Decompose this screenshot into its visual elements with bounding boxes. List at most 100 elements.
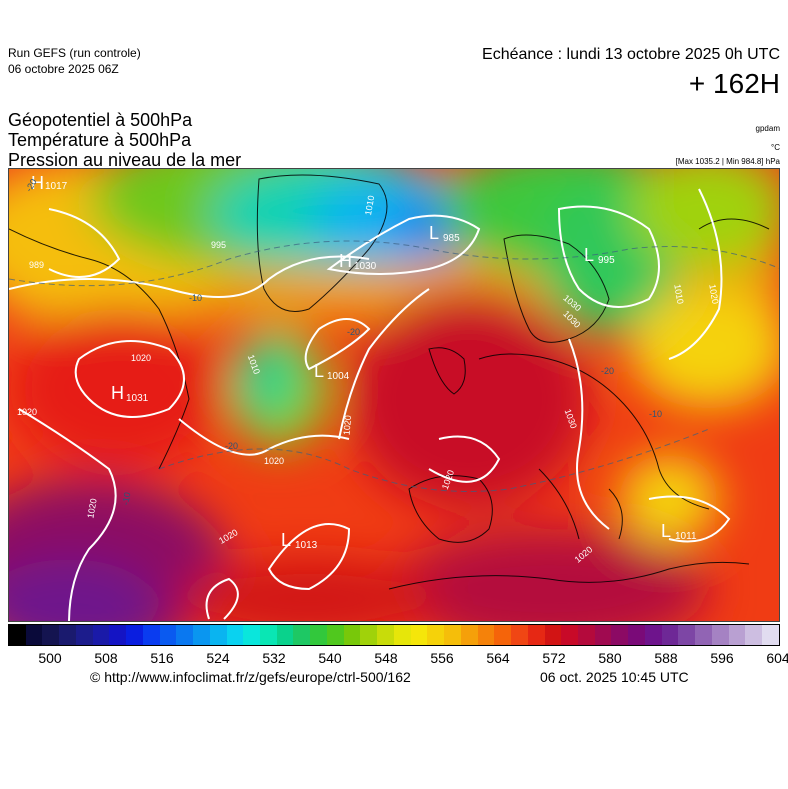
pressure-center-marker: H <box>111 383 124 403</box>
colorbar-tick-label: 548 <box>374 650 398 666</box>
coastlines <box>9 174 770 590</box>
colorbar-tick-label: 596 <box>710 650 734 666</box>
unit-temperature: °C <box>771 143 780 152</box>
geopotential-field <box>9 169 779 621</box>
pressure-center-marker: L <box>281 530 291 550</box>
pressure-center-marker: H <box>31 173 44 193</box>
colorbar-cell <box>25 625 43 645</box>
parameter-pressure: Pression au niveau de la mer <box>8 150 242 170</box>
colorbar-cell <box>561 625 578 645</box>
colorbar-cell <box>444 625 461 645</box>
pressure-center-value: 995 <box>598 255 615 266</box>
isobar-label: 995 <box>211 240 226 250</box>
colorbar-cell <box>75 625 93 645</box>
pressure-centers: H 1017 H 1030 L 985 L 995 H 1031 L 1004 … <box>31 173 697 551</box>
colorbar-cell <box>176 625 194 645</box>
isobar-label: 1020 <box>341 415 353 436</box>
colorbar-cell <box>762 625 779 645</box>
colorbar-cell <box>243 625 261 645</box>
parameter-temperature: Température à 500hPa <box>8 130 192 150</box>
colorbar-cell <box>594 625 612 645</box>
colorbar-cell <box>494 625 512 645</box>
temperature-label: -10 <box>120 491 132 506</box>
colorbar-cell <box>343 625 361 645</box>
unit-pressure: [Max 1035.2 | Min 984.8] hPa <box>675 157 780 166</box>
colorbar-tick-label: 500 <box>38 650 62 666</box>
isobar-label: 989 <box>29 260 44 270</box>
forecast-valid-time: Echéance : lundi 13 octobre 2025 0h UTC <box>482 46 780 63</box>
colorbar-tick-label: 540 <box>318 650 342 666</box>
colorbar-cell <box>427 625 445 645</box>
colorbar-cell <box>193 625 210 645</box>
colorbar-cell <box>360 625 378 645</box>
source-link[interactable]: © http://www.infoclimat.fr/z/gefs/europe… <box>90 669 411 685</box>
colorbar-cell <box>159 625 177 645</box>
pressure-center-marker: L <box>314 361 324 381</box>
colorbar-cell <box>226 625 244 645</box>
lead-time: + 162H <box>688 68 780 99</box>
pressure-center-value: 1011 <box>675 531 697 542</box>
unit-geopotential: gpdam <box>755 124 780 133</box>
colorbar-cell <box>9 625 26 645</box>
pressure-center-marker: H <box>339 251 352 271</box>
isobar-label: 1010 <box>672 283 685 304</box>
parameter-geopotential: Géopotentiel à 500hPa <box>8 110 193 130</box>
temperature-label: -20 <box>601 366 614 376</box>
colorbar-tick-label: 564 <box>486 650 510 666</box>
pressure-center-value: 985 <box>443 233 460 244</box>
colorbar-cell <box>276 625 294 645</box>
pressure-center-value: 1017 <box>45 181 68 192</box>
isobars <box>9 188 731 621</box>
colorbar-cell <box>260 625 277 645</box>
pressure-center-marker: L <box>584 245 594 265</box>
colorbar-tick-label: 588 <box>654 650 678 666</box>
colorbar-cell <box>42 625 60 645</box>
temperature-label: -10 <box>649 409 662 419</box>
colorbar-cell <box>393 625 411 645</box>
colorbar-cell <box>377 625 394 645</box>
temperature-label: -20 <box>347 327 360 337</box>
pressure-center-value: 1030 <box>354 261 377 272</box>
pressure-center-value: 1004 <box>327 371 350 382</box>
colorbar-ticks: 500 508 516 524 532 540 548 556 564 572 580 588 596 6… <box>8 650 788 668</box>
colorbar-cell <box>745 625 763 645</box>
colorbar-cell <box>142 625 160 645</box>
colorbar-cell <box>678 625 696 645</box>
colorbar-cell <box>326 625 344 645</box>
colorbar-cell <box>511 625 528 645</box>
colorbar-cell <box>310 625 327 645</box>
colorbar-cell <box>460 625 478 645</box>
generated-date: 06 oct. 2025 10:45 UTC <box>540 669 689 685</box>
run-title: Run GEFS (run controle) <box>8 46 141 60</box>
colorbar-cell <box>728 625 746 645</box>
pressure-center-value: 1031 <box>126 393 149 404</box>
colorbar-cell <box>711 625 729 645</box>
colorbar-cell <box>209 625 227 645</box>
isotherms <box>9 240 779 492</box>
pressure-center-value: 1013 <box>295 540 318 551</box>
temperature-label: -20 <box>225 441 238 451</box>
colorbar-cell <box>527 625 545 645</box>
colorbar-tick-label: 556 <box>430 650 454 666</box>
isobar-label: 1020 <box>264 456 284 466</box>
colorbar-cell <box>577 625 595 645</box>
colorbar-cell <box>92 625 110 645</box>
pressure-center-marker: L <box>661 521 671 541</box>
colorbar-cell <box>644 625 662 645</box>
colorbar-tick-label: 532 <box>262 650 286 666</box>
colorbar-cell <box>477 625 495 645</box>
colorbar-cell <box>611 625 629 645</box>
colorbar-cell <box>628 625 645 645</box>
isobar-label: 1020 <box>85 498 98 519</box>
isobar-label: 1010 <box>363 195 376 216</box>
colorbar-tick-label: 516 <box>150 650 174 666</box>
colorbar-tick-label: 508 <box>94 650 118 666</box>
isobar-label: 1020 <box>131 353 151 363</box>
weather-map: H 1017 H 1030 L 985 L 995 H 1031 L 1004 … <box>8 168 780 622</box>
isobar-label: 1020 <box>707 283 720 304</box>
colorbar-tick-label: 524 <box>206 650 230 666</box>
colorbar-cell <box>544 625 562 645</box>
colorbar-tick-label: 572 <box>542 650 566 666</box>
pressure-center-marker: L <box>429 223 439 243</box>
colorbar-cell <box>661 625 679 645</box>
